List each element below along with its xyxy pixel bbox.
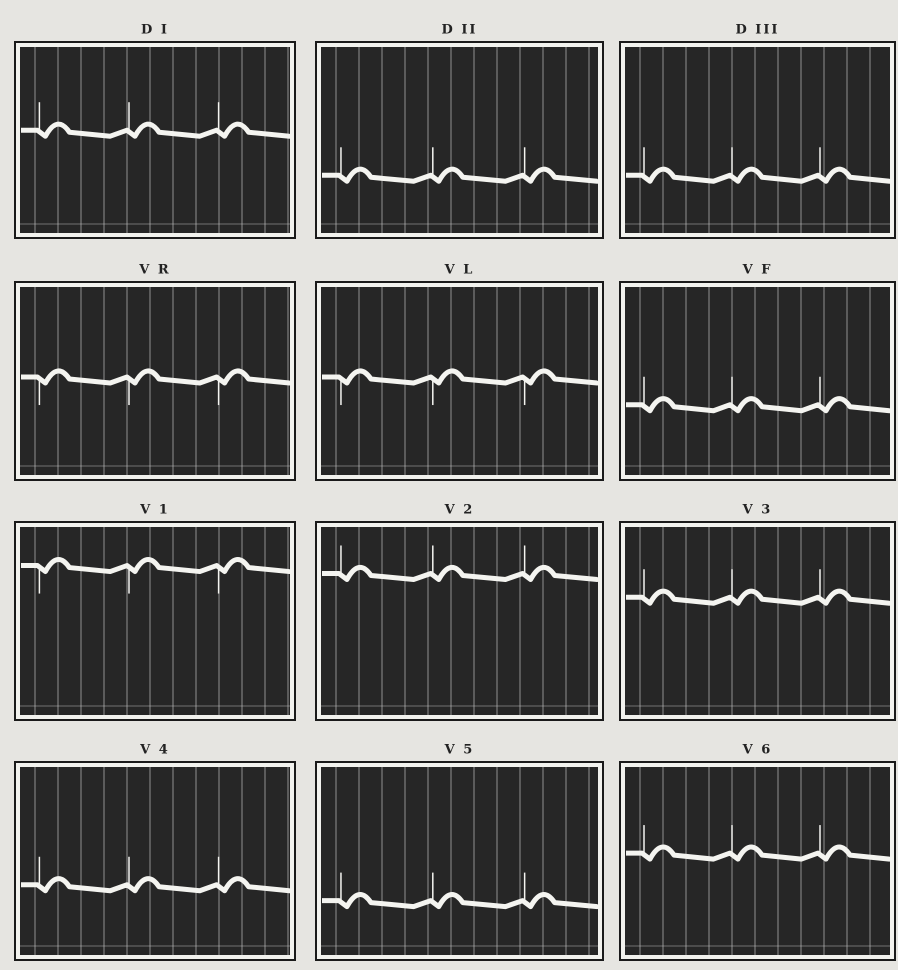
ecg-panel: D III bbox=[620, 23, 895, 239]
panel-screen bbox=[20, 527, 290, 715]
panel-screen bbox=[625, 767, 890, 955]
panel-screen bbox=[625, 47, 890, 233]
panel-screen bbox=[625, 287, 890, 475]
lead-label: V 2 bbox=[444, 503, 475, 518]
lead-label: V 4 bbox=[139, 743, 170, 758]
ecg-panel: V R bbox=[15, 263, 295, 481]
ecg-panel: V 4 bbox=[15, 743, 295, 961]
panel-screen bbox=[625, 527, 890, 715]
lead-label: V L bbox=[444, 263, 475, 278]
panel-screen bbox=[321, 47, 598, 233]
ecg-panel: V F bbox=[620, 263, 895, 481]
lead-label: D III bbox=[735, 23, 779, 38]
lead-label: D II bbox=[442, 23, 478, 38]
ecg-panel: V 5 bbox=[316, 743, 603, 961]
ecg-figure: D I D II D III V R V L V F V 1 V 2 V 3 V 4 V 5 V 6 bbox=[0, 0, 898, 970]
lead-label: V 5 bbox=[444, 743, 475, 758]
ecg-panel: V 2 bbox=[316, 503, 603, 721]
lead-label: V F bbox=[742, 263, 773, 278]
lead-label: D I bbox=[141, 23, 169, 38]
ecg-panel: V 3 bbox=[620, 503, 895, 721]
panel-screen bbox=[321, 767, 598, 955]
ecg-panel: D II bbox=[316, 23, 603, 239]
lead-label: V R bbox=[138, 263, 170, 278]
lead-label: V 1 bbox=[139, 503, 170, 518]
page: D ID IID IIIV RV LV FV 1V 2V 3V 4V 5V 6 … bbox=[0, 0, 898, 970]
panel-screen bbox=[20, 767, 290, 955]
ecg-panel: V 1 bbox=[15, 503, 295, 721]
lead-label: V 3 bbox=[742, 503, 773, 518]
lead-label: V 6 bbox=[742, 743, 773, 758]
panel-screen bbox=[321, 527, 598, 715]
ecg-panel: D I bbox=[15, 23, 295, 239]
panel-screen bbox=[20, 47, 290, 233]
ecg-panel: V 6 bbox=[620, 743, 895, 961]
ecg-panel: V L bbox=[316, 263, 603, 481]
